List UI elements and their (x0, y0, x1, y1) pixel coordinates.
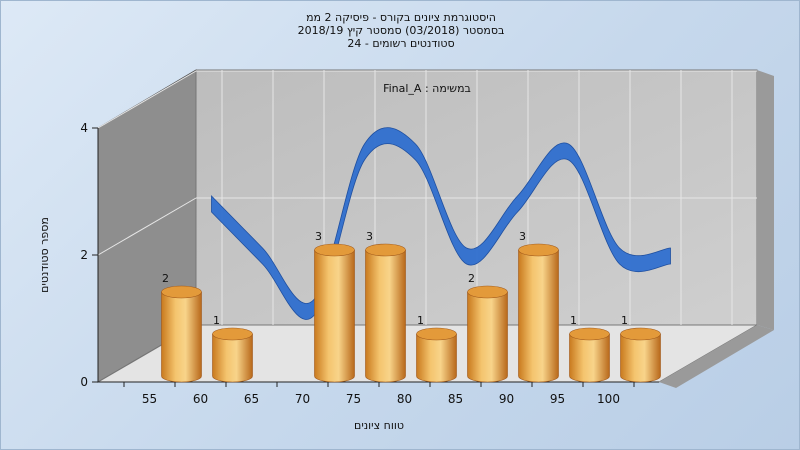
data-label: 3 (519, 230, 526, 243)
bar (620, 327, 661, 383)
bar-body (212, 333, 253, 383)
bar (365, 243, 406, 383)
bar (416, 327, 457, 383)
bar-top (314, 243, 355, 257)
bar (518, 243, 559, 383)
bar-top (620, 327, 661, 341)
bar-body (161, 291, 202, 383)
bar-body (365, 249, 406, 383)
data-label: 2 (162, 272, 169, 285)
bar-body (314, 249, 355, 383)
data-label: 3 (366, 230, 373, 243)
back-wall-shadow (757, 70, 774, 330)
bar-body (467, 291, 508, 383)
y-tick-label: 4 (80, 121, 88, 135)
y-tick-label: 0 (80, 375, 88, 389)
bar-body (518, 249, 559, 383)
bar-top (518, 243, 559, 257)
bar-top (467, 285, 508, 299)
x-axis-title: טווח ציונים (354, 419, 404, 432)
data-label: 1 (570, 314, 577, 327)
data-label: 1 (417, 314, 424, 327)
bar-top (161, 285, 202, 299)
bar-top (212, 327, 253, 341)
x-tick-label: 65 (244, 392, 259, 406)
x-tick-label: 95 (550, 392, 565, 406)
data-label: 2 (468, 272, 475, 285)
trend-ribbon-band (211, 127, 671, 320)
data-label: 1 (213, 314, 220, 327)
chart-title-line-1: היסטוגרמת ציונים בקורס - פיסיקה 2 ממ (306, 11, 496, 24)
axes (92, 127, 659, 387)
bar (467, 285, 508, 383)
data-label: 1 (621, 314, 628, 327)
x-tick-label: 55 (142, 392, 157, 406)
labels: 0 2 4 55 60 65 70 75 80 85 90 95 100 2 1 3 3 1 2 3 1 1 (80, 121, 628, 406)
y-axis-title: מספר סטודנטים (38, 217, 51, 293)
bar-body (569, 333, 610, 383)
x-tick-label: 90 (499, 392, 514, 406)
bars (161, 243, 661, 383)
x-tick-label: 60 (193, 392, 208, 406)
bar (161, 285, 202, 383)
chart-annotation: במשימה : Final_A (383, 82, 471, 95)
x-tick-label: 100 (597, 392, 620, 406)
bar-body (620, 333, 661, 383)
gridline-side (97, 197, 197, 256)
floor-shadow (659, 325, 774, 388)
bar-body (416, 333, 457, 383)
chart-title-line-3: סטודנטים רשומים - 24 (347, 37, 455, 50)
bar (314, 243, 355, 383)
y-tick-label: 2 (80, 248, 88, 262)
trend-ribbon (211, 127, 671, 320)
bar (212, 327, 253, 383)
bar (569, 327, 610, 383)
gridline-side (97, 70, 197, 129)
x-tick-label: 75 (346, 392, 361, 406)
x-tick-label: 80 (397, 392, 412, 406)
x-tick-label: 70 (295, 392, 310, 406)
x-tick-label: 85 (448, 392, 463, 406)
chart-title-line-2: בסמסטר (03/2018) סמסטר קיץ 2018/19 (297, 24, 505, 37)
bar-top (416, 327, 457, 341)
bar-top (569, 327, 610, 341)
data-label: 3 (315, 230, 322, 243)
bar-top (365, 243, 406, 257)
chart-title: היסטוגרמת ציונים בקורס - פיסיקה 2 ממ בסמ… (201, 11, 601, 50)
